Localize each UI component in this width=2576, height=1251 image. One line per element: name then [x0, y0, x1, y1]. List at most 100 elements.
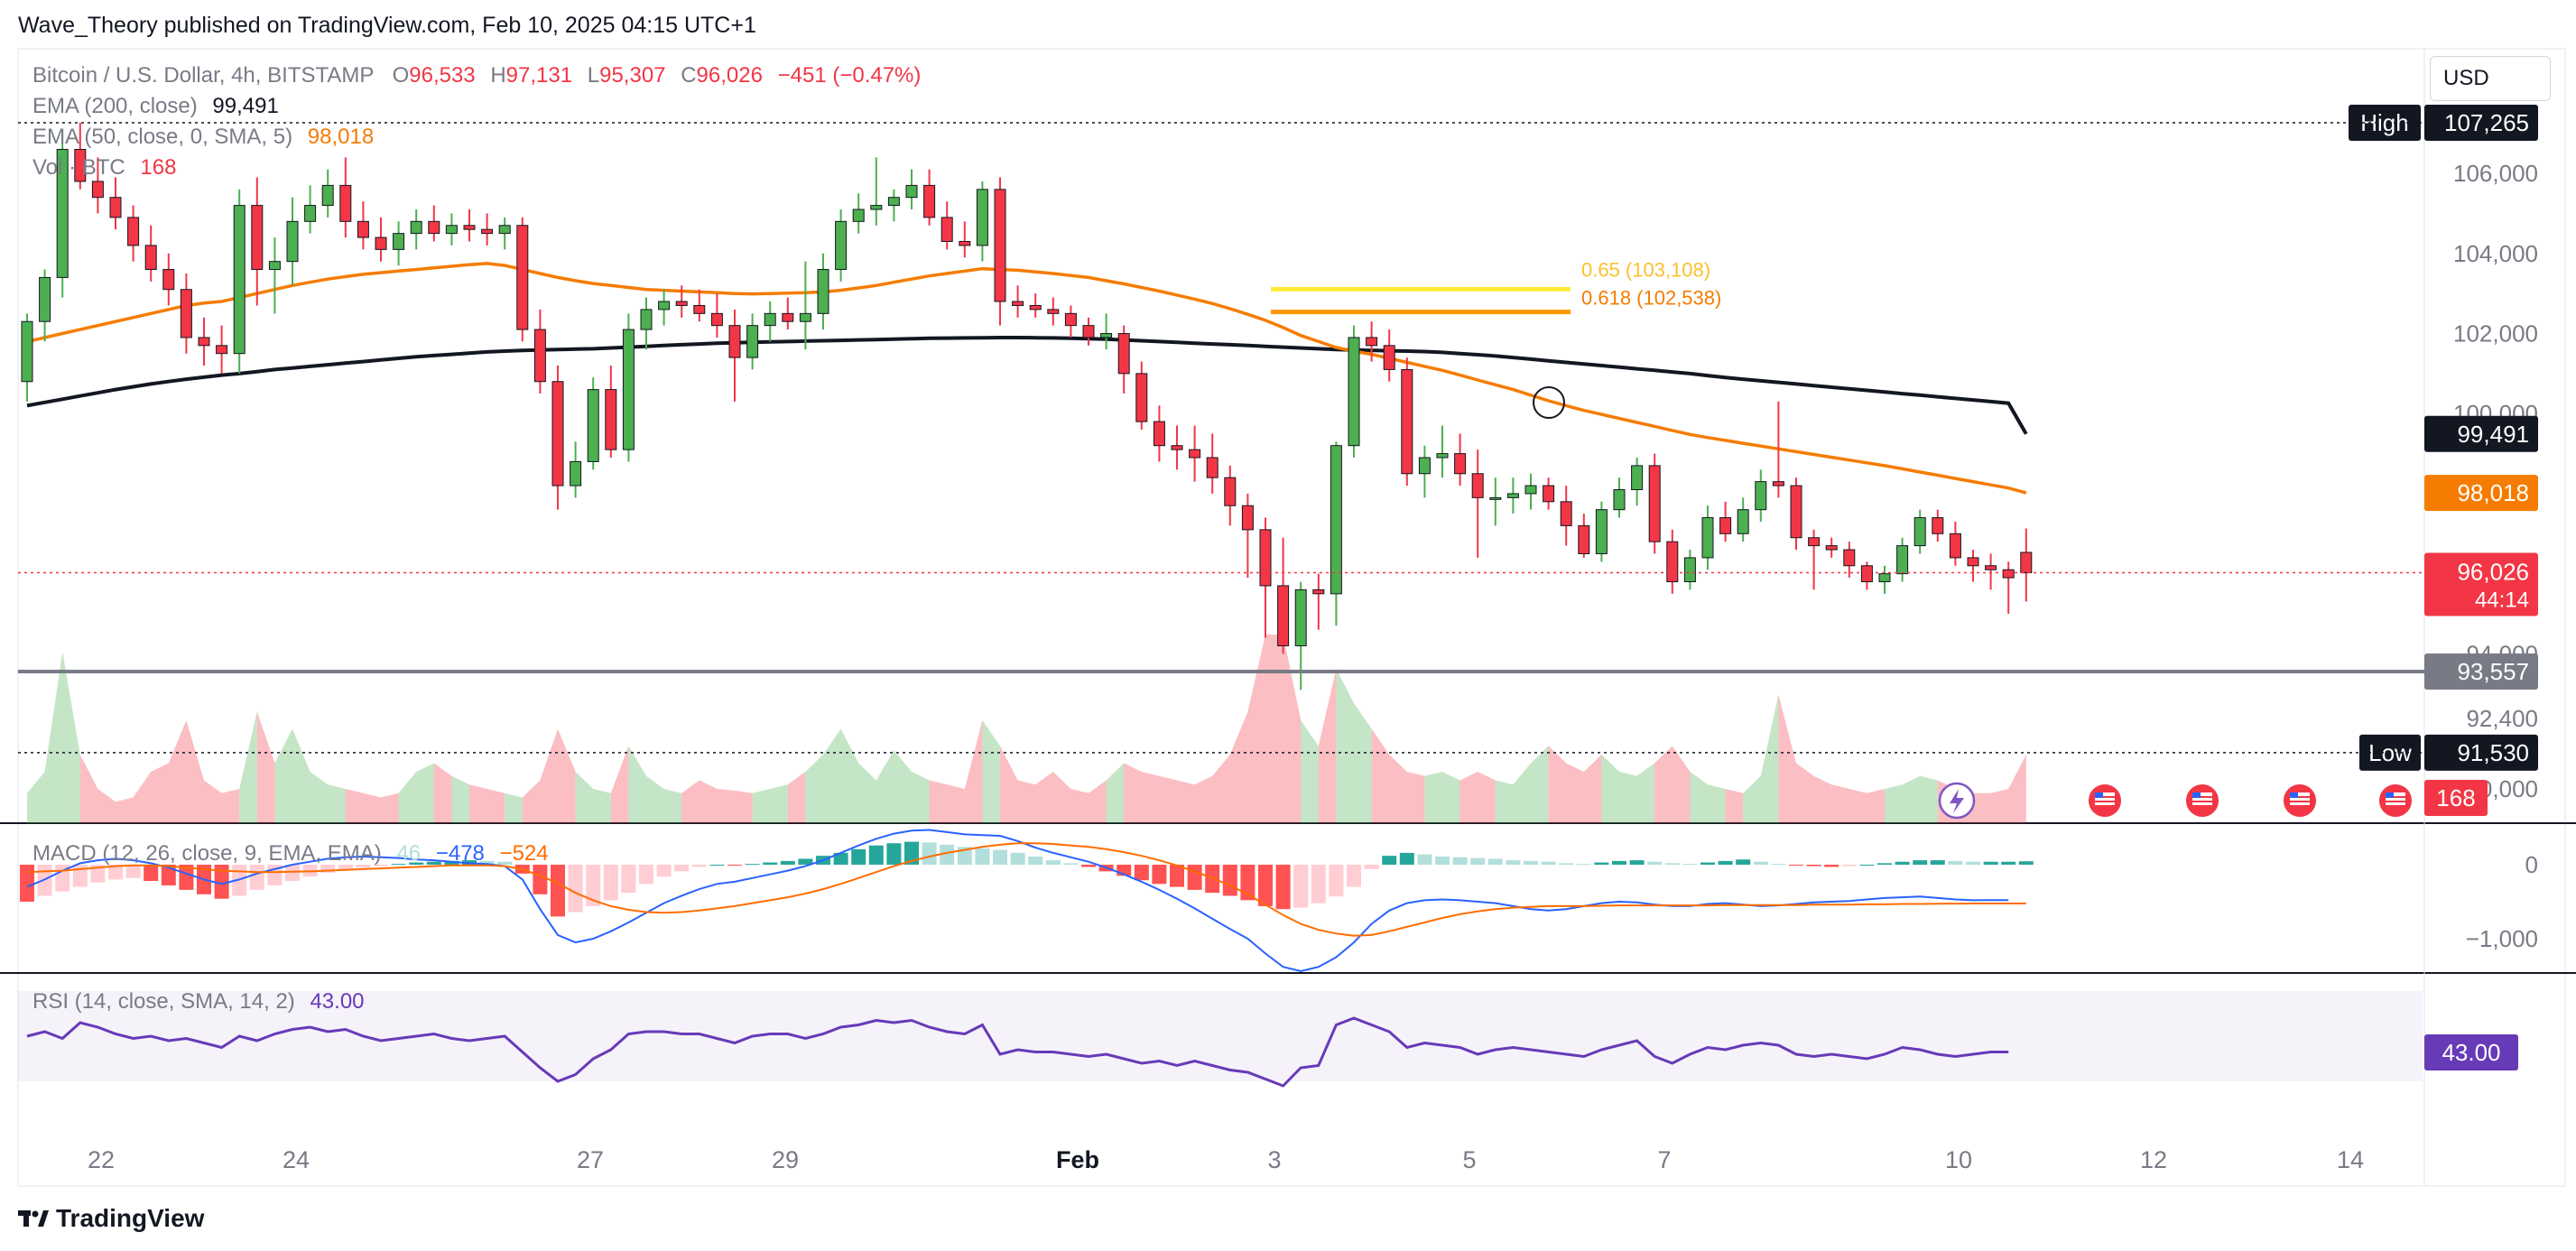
macd-hist-bar	[1841, 865, 1857, 866]
macd-hist-bar	[320, 865, 336, 874]
macd-hist-bar	[179, 865, 194, 890]
time-tick-label: 22	[88, 1146, 115, 1173]
volume-segment	[451, 775, 469, 823]
candle-body	[570, 460, 582, 486]
candle-body	[251, 205, 264, 271]
volume-segment	[239, 711, 257, 823]
volume-segment	[699, 780, 718, 823]
candle-body	[1489, 496, 1502, 500]
currency-button[interactable]: USD	[2430, 56, 2551, 101]
macd-hist-bar	[1506, 860, 1521, 865]
candle-body	[640, 309, 653, 330]
candle-body	[1471, 473, 1484, 498]
candles	[21, 123, 2033, 690]
candle-body	[1985, 565, 1997, 570]
volume-segment	[735, 790, 753, 823]
candle-body	[1808, 537, 1821, 547]
volume-legend[interactable]: Vol · BTC 168	[32, 155, 176, 181]
close-label: C	[681, 63, 697, 88]
macd-hist-bar	[639, 865, 653, 885]
macd-hist-bar	[1948, 860, 1963, 865]
volume-segment	[186, 720, 204, 823]
macd-hist-bar	[1487, 858, 1503, 865]
symbol-name[interactable]: Bitcoin / U.S. Dollar, 4h, BITSTAMP	[32, 63, 374, 88]
tradingview-brand[interactable]: TradingView	[18, 1204, 204, 1233]
volume-segment	[840, 728, 859, 823]
macd-pane: 0 −1,000	[20, 829, 2538, 973]
volume-segment	[1265, 635, 1283, 823]
time-tick-label: Feb	[1056, 1146, 1099, 1173]
high-badge: 107,265	[2444, 109, 2529, 136]
candle-body	[198, 337, 210, 347]
time-tick-label: 29	[772, 1146, 799, 1173]
candle-body	[21, 320, 33, 383]
macd-hist-bar	[1753, 861, 1768, 865]
candle-body	[1896, 545, 1909, 575]
volume-segment	[1371, 728, 1390, 823]
volume-segment	[717, 789, 735, 823]
macd-hist-bar	[993, 849, 1007, 865]
candle-body	[710, 312, 723, 327]
candle-body	[516, 225, 529, 330]
candle-body	[1506, 493, 1519, 498]
volume-segment	[929, 780, 948, 823]
macd-hist-bar	[426, 861, 441, 865]
ema50-legend[interactable]: EMA (50, close, 0, SMA, 5) 98,018	[32, 125, 374, 150]
ema-cross-marker	[1533, 386, 1565, 419]
volume-segment	[964, 720, 983, 823]
macd-tick-label: 0	[2525, 851, 2538, 878]
candle-body	[1683, 557, 1696, 583]
rsi-legend[interactable]: RSI (14, close, SMA, 14, 2) 43.00	[32, 989, 365, 1015]
macd-hist-bar	[1452, 857, 1468, 865]
tradingview-logo-icon	[18, 1210, 49, 1227]
volume-segment	[752, 789, 771, 823]
macd-hist-bar	[798, 858, 813, 865]
macd-hist-bar	[1399, 852, 1414, 865]
volume-segment	[1424, 772, 1442, 823]
macd-hist-bar	[1629, 860, 1645, 865]
volume-segment	[204, 780, 222, 823]
volume-segment	[1583, 755, 1602, 823]
macd-hist-bar	[1293, 865, 1309, 908]
currency-label: USD	[2443, 66, 2489, 90]
rsi-label: RSI (14, close, SMA, 14, 2)	[32, 989, 295, 1014]
volume-segment	[1283, 635, 1302, 823]
volume-segment	[540, 728, 558, 823]
candle-body	[393, 233, 405, 250]
candle-body	[817, 269, 829, 314]
volume-segment	[1495, 780, 1514, 823]
candle-body	[605, 389, 617, 450]
macd-hist-bar	[1612, 860, 1626, 865]
candle-body	[2002, 569, 2015, 579]
candle-body	[587, 389, 599, 462]
macd-hist-bar	[1806, 865, 1821, 866]
candle-body	[1330, 445, 1342, 595]
volume-segment	[1990, 789, 2009, 823]
candle-body	[1047, 309, 1060, 314]
macd-hist-bar	[1152, 865, 1167, 885]
last-price-badge-bg	[2424, 552, 2538, 616]
low-badge-bg	[2424, 734, 2538, 771]
volume-segment	[1336, 669, 1354, 823]
ema200-label: EMA (200, close)	[32, 94, 198, 118]
low-label: L	[587, 63, 600, 88]
open-value: 96,533	[409, 63, 476, 88]
macd-legend[interactable]: MACD (12, 26, close, 9, EMA, EMA) 46 −47…	[32, 841, 549, 866]
macd-hist-bar	[763, 862, 778, 865]
candle-body	[1560, 501, 1572, 526]
candle-body	[1294, 588, 1307, 646]
ema50-badge-bg	[2424, 475, 2538, 512]
candle-body	[1082, 325, 1095, 338]
macd-hist-bar	[1718, 860, 1733, 865]
volume-segment	[505, 792, 523, 823]
price-tick-label: 106,000	[2453, 160, 2538, 187]
macd-hist-bar	[1877, 863, 1892, 865]
candle-body	[1967, 557, 1979, 567]
ema50-label: EMA (50, close, 0, SMA, 5)	[32, 125, 293, 149]
volume-segment	[1973, 792, 1991, 823]
candle-body	[1348, 337, 1360, 447]
macd-hist-bar	[1275, 865, 1291, 910]
volume-segment	[416, 763, 434, 823]
ema200-legend[interactable]: EMA (200, close) 99,491	[32, 94, 279, 119]
